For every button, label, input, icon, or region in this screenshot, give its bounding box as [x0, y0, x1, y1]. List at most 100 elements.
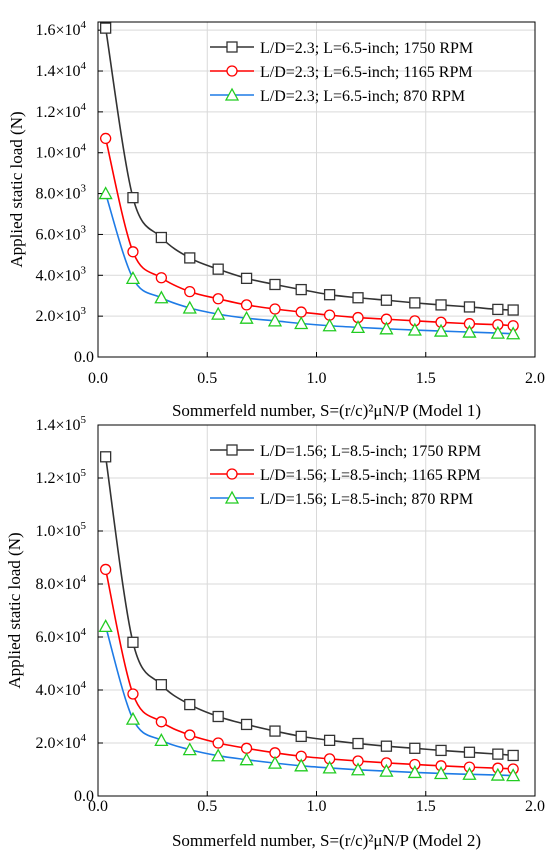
data-point-triangle	[267, 755, 283, 769]
legend: L/D=2.3; L=6.5-inch; 1750 RPM L/D=2.3; L=…	[210, 40, 473, 105]
y-tick-mantissa: 1.6×10	[35, 22, 80, 39]
series-square	[99, 22, 519, 316]
y-tick-mantissa: 2.0×10	[35, 735, 80, 752]
data-point-circle	[269, 303, 281, 315]
data-point-square	[295, 730, 307, 743]
x-tick-label: 0.0	[88, 370, 108, 387]
x-tick-label: 0.5	[197, 798, 217, 815]
data-point-triangle	[506, 326, 521, 340]
y-tick-mantissa: 8.0×10	[35, 576, 80, 593]
data-point-square	[323, 734, 336, 746]
data-point-square	[435, 299, 447, 311]
y-tick-label: 2.0×103	[35, 305, 86, 325]
y-tick-label: 8.0×104	[35, 573, 86, 593]
data-point-triangle	[224, 87, 240, 101]
data-point-square	[269, 725, 281, 737]
legend-entry: L/D=1.56; L=8.5-inch; 1750 RPM	[260, 443, 481, 460]
y-tick-exponent: 3	[81, 305, 87, 317]
data-point-square	[269, 278, 281, 291]
data-point-square	[492, 748, 504, 760]
data-point-square	[184, 698, 196, 711]
data-point-square	[352, 292, 364, 304]
data-point-square	[463, 301, 476, 313]
data-point-circle	[295, 306, 307, 318]
data-point-square	[99, 451, 112, 463]
data-point-circle	[240, 742, 253, 754]
data-point-square	[226, 41, 238, 53]
data-point-square	[184, 252, 196, 264]
y-tick-exponent: 5	[81, 414, 87, 426]
data-point-square	[507, 304, 519, 316]
y-tick-mantissa: 8.0×10	[35, 186, 80, 203]
y-tick-exponent: 4	[81, 626, 87, 638]
legend-entry: L/D=2.3; L=6.5-inch; 870 RPM	[260, 88, 465, 105]
data-point-square	[155, 231, 168, 244]
y-tick-label: 1.4×105	[35, 414, 86, 434]
y-tick-exponent: 4	[81, 142, 87, 154]
legend-entry: L/D=2.3; L=6.5-inch; 1750 RPM	[260, 40, 473, 57]
data-point-square	[212, 263, 224, 275]
data-point-triangle	[433, 323, 449, 337]
data-point-triangle	[322, 760, 337, 774]
y-tick-mantissa: 2.0×10	[35, 308, 80, 325]
data-point-square	[155, 679, 168, 691]
y-tick-exponent: 3	[81, 183, 87, 195]
y-tick-exponent: 5	[81, 520, 87, 532]
data-point-triangle	[462, 324, 477, 338]
series-circle	[99, 132, 519, 332]
data-point-triangle	[379, 321, 394, 335]
legend: L/D=1.56; L=8.5-inch; 1750 RPM L/D=1.56; …	[210, 443, 481, 508]
legend-entry: L/D=2.3; L=6.5-inch; 1165 RPM	[260, 64, 473, 81]
series-circle	[99, 563, 519, 775]
data-point-circle	[99, 132, 112, 145]
data-point-triangle	[224, 490, 240, 504]
data-point-square	[463, 746, 476, 758]
data-point-triangle	[462, 766, 477, 780]
y-tick-mantissa: 0.0	[74, 349, 94, 366]
series-triangle	[98, 619, 521, 782]
data-point-square	[492, 303, 504, 316]
series-square	[99, 451, 519, 762]
y-tick-mantissa: 0.0	[74, 788, 94, 805]
y-tick-label: 8.0×103	[35, 183, 86, 203]
data-point-square	[240, 718, 253, 731]
y-tick-mantissa: 6.0×10	[35, 629, 80, 646]
data-point-square	[127, 192, 139, 204]
data-point-triangle	[506, 768, 521, 782]
y-tick-exponent: 3	[81, 223, 87, 235]
series-line	[104, 569, 514, 770]
data-point-triangle	[182, 742, 197, 756]
data-point-triangle	[125, 711, 141, 725]
y-tick-mantissa: 1.4×10	[35, 417, 80, 434]
data-point-square	[295, 283, 307, 296]
data-point-circle	[212, 293, 224, 305]
x-axis-title: Sommerfeld number, S=(r/c)²μN/P (Model 1…	[172, 401, 481, 420]
y-tick-mantissa: 4.0×10	[35, 267, 80, 284]
data-point-triangle	[322, 318, 337, 332]
y-tick-label: 1.4×104	[35, 60, 86, 80]
y-tick-exponent: 4	[81, 732, 87, 744]
y-tick-mantissa: 4.0×10	[35, 682, 80, 699]
data-point-triangle	[182, 300, 197, 314]
data-point-circle	[155, 272, 168, 284]
y-tick-label: 2.0×104	[35, 732, 86, 752]
data-point-triangle	[294, 758, 309, 772]
data-point-triangle	[350, 320, 366, 334]
x-tick-label: 0.5	[197, 370, 217, 387]
data-point-triangle	[239, 752, 254, 766]
y-tick-label: 1.0×105	[35, 520, 86, 540]
data-point-triangle	[211, 306, 226, 320]
data-point-triangle	[407, 322, 422, 336]
data-point-circle	[184, 285, 196, 298]
series-line	[104, 138, 514, 327]
data-point-triangle	[350, 762, 366, 776]
data-point-circle	[127, 246, 139, 258]
y-axis-title: Applied static load (N)	[5, 532, 24, 688]
data-point-circle	[127, 688, 139, 700]
data-point-triangle	[98, 619, 113, 633]
y-tick-label: 1.2×105	[35, 467, 86, 487]
y-tick-exponent: 4	[81, 101, 87, 113]
y-tick-mantissa: 1.0×10	[35, 145, 80, 162]
y-tick-mantissa: 1.0×10	[35, 523, 80, 540]
x-tick-label: 1.0	[307, 370, 327, 387]
